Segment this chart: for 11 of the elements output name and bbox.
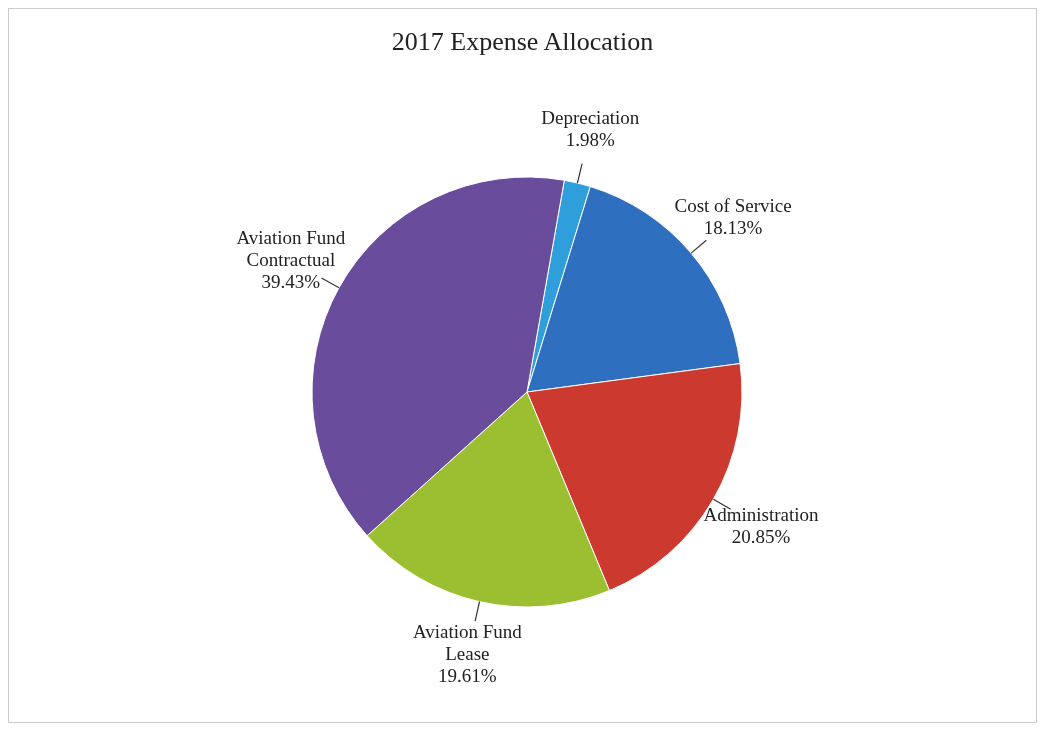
chart-title: 2017 Expense Allocation (390, 26, 655, 57)
data-label: 20.85% (731, 525, 791, 547)
slice-label: Administration (703, 503, 820, 525)
slice-label: Cost of Service (674, 194, 792, 216)
data-label: 19.61% (438, 665, 497, 687)
slice-label: Aviation Fund Contractual (236, 226, 346, 270)
data-label: 1.98% (565, 128, 616, 150)
data-label: 18.13% (703, 216, 763, 238)
data-label: 39.43% (261, 270, 321, 292)
slice-label: Aviation Fund Lease (412, 621, 523, 665)
slice-label: Depreciation (541, 106, 640, 128)
